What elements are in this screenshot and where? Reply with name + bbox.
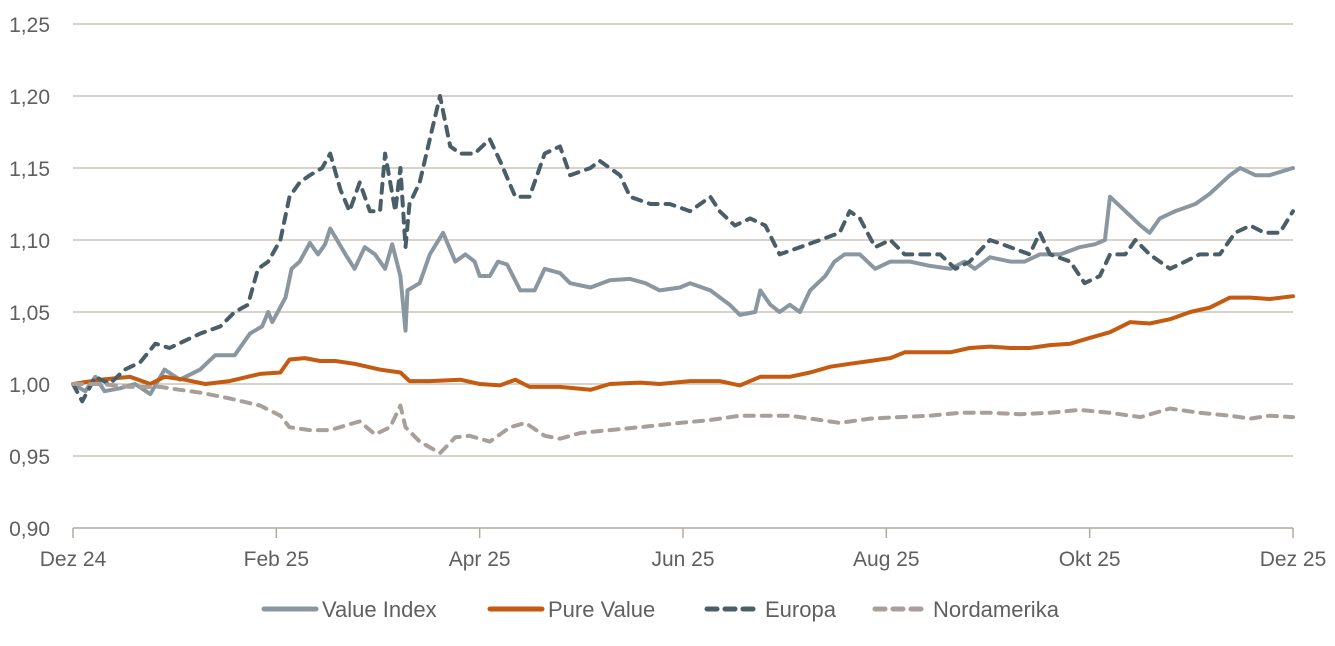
y-axis: 0,90 0,95 1,00 1,05 1,10 1,15 1,20 1,25 (9, 14, 50, 541)
x-tick-label: Jun 25 (651, 548, 714, 571)
x-axis: Dez 24 Feb 25 Apr 25 Jun 25 Aug 25 Okt 25 Dez … (40, 527, 1327, 571)
series-line-nordamerika (71, 382, 1295, 456)
y-tick-label: 1,05 (9, 302, 50, 325)
legend-label: Nordamerika (933, 597, 1060, 622)
series-line-europa (71, 94, 1295, 404)
x-tick-label: Feb 25 (244, 548, 309, 571)
y-tick-label: 1,20 (9, 86, 50, 109)
legend-label: Value Index (322, 597, 437, 622)
y-tick-label: 1,15 (9, 158, 50, 181)
x-tick-label: Aug 25 (853, 548, 920, 571)
legend: Value Index Pure Value Europa Nordamerika (261, 597, 1060, 622)
gridlines (73, 23, 1293, 457)
series-lines (71, 94, 1295, 456)
y-tick-label: 1,25 (9, 14, 50, 37)
y-tick-label: 0,95 (9, 446, 50, 469)
legend-label: Pure Value (548, 597, 655, 622)
series-line-value-index (71, 166, 1295, 397)
y-tick-label: 1,10 (9, 230, 50, 253)
series-line-pure-value (71, 294, 1295, 392)
y-tick-label: 0,90 (9, 518, 50, 541)
legend-label: Europa (765, 597, 837, 622)
x-tick-label: Okt 25 (1059, 548, 1121, 571)
y-tick-label: 1,00 (9, 374, 50, 397)
x-tick-label: Dez 24 (40, 548, 107, 571)
x-tick-label: Apr 25 (449, 548, 511, 571)
x-tick-label: Dez 25 (1260, 548, 1327, 571)
